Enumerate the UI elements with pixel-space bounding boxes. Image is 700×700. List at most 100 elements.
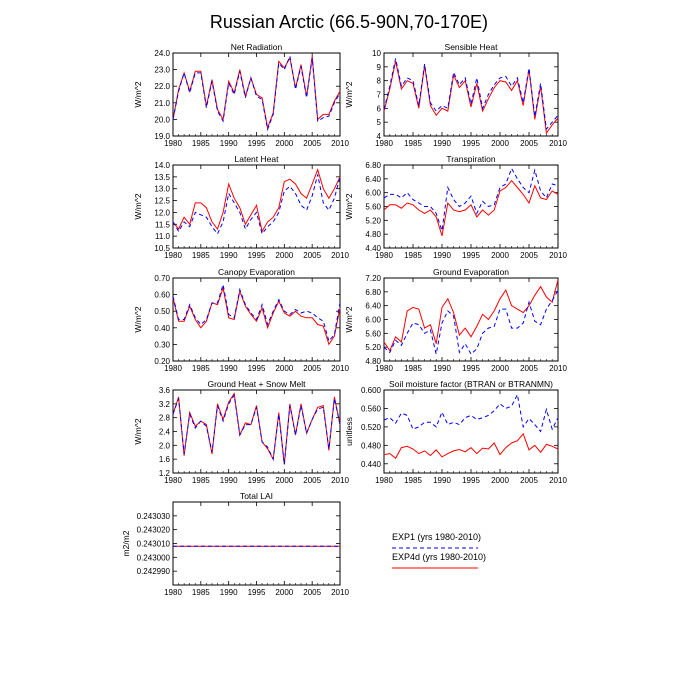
y-tick-label: 4.80 bbox=[365, 357, 381, 366]
y-tick-label: 0.50 bbox=[154, 307, 170, 316]
y-tick-label: 11.0 bbox=[155, 232, 171, 241]
panel-2: Sensible Heat W/m^2 4 5 6 7 8 9 10 1980 1985 1990 19… bbox=[344, 42, 567, 148]
y-tick-label: 3.6 bbox=[159, 386, 171, 395]
x-tick-label: 1990 bbox=[220, 588, 238, 597]
y-tick-label: 0.440 bbox=[361, 460, 382, 469]
x-tick-label: 1985 bbox=[404, 476, 422, 485]
y-tick-label: 0.242990 bbox=[137, 567, 171, 576]
series-line-exp1 bbox=[172, 284, 341, 343]
x-tick-label: 1985 bbox=[192, 364, 210, 373]
x-tick-label: 1995 bbox=[462, 476, 480, 485]
y-axis-label: m2/m2 bbox=[121, 530, 131, 556]
series-line-exp1 bbox=[172, 54, 341, 132]
y-tick-label: 7 bbox=[377, 91, 382, 100]
x-tick-label: 1980 bbox=[375, 251, 393, 260]
y-tick-label: 9 bbox=[377, 63, 382, 72]
series-line-exp1 bbox=[383, 289, 559, 355]
y-tick-label: 0.30 bbox=[154, 340, 170, 349]
x-tick-label: 2000 bbox=[275, 139, 293, 148]
y-tick-label: 20.0 bbox=[154, 115, 170, 124]
y-tick-label: 7.20 bbox=[365, 274, 381, 283]
figure-title: Russian Arctic (66.5-90N,70-170E) bbox=[210, 12, 488, 32]
y-tick-label: 3.2 bbox=[159, 400, 171, 409]
y-tick-label: 6.80 bbox=[365, 288, 381, 297]
x-tick-label: 1985 bbox=[404, 364, 422, 373]
y-tick-label: 4.40 bbox=[365, 244, 381, 253]
x-tick-label: 2005 bbox=[520, 251, 538, 260]
x-tick-label: 2000 bbox=[275, 251, 293, 260]
y-tick-label: 0.70 bbox=[154, 274, 170, 283]
y-tick-label: 0.40 bbox=[154, 324, 170, 333]
x-tick-label: 1980 bbox=[164, 476, 182, 485]
x-tick-label: 1990 bbox=[433, 251, 451, 260]
legend-label-exp4d: EXP4d (yrs 1980-2010) bbox=[392, 552, 486, 562]
series-line-exp1 bbox=[172, 174, 341, 235]
panel-title: Sensible Heat bbox=[445, 42, 499, 52]
x-tick-label: 2005 bbox=[303, 476, 321, 485]
x-tick-label: 1980 bbox=[164, 139, 182, 148]
x-tick-label: 2000 bbox=[491, 364, 509, 373]
series-line-exp4d bbox=[383, 279, 559, 352]
panel-7: Ground Heat + Snow Melt W/m^2 1.2 1.6 2.0 2.4… bbox=[133, 379, 349, 485]
y-tick-label: 14.0 bbox=[154, 161, 170, 170]
series-line-exp4d bbox=[383, 61, 559, 135]
y-axis-label: W/m^2 bbox=[344, 81, 354, 107]
y-tick-label: 6 bbox=[377, 104, 382, 113]
y-tick-label: 12.0 bbox=[154, 208, 170, 217]
y-tick-label: 10 bbox=[372, 49, 381, 58]
y-tick-label: 0.243020 bbox=[137, 526, 171, 535]
series-line-exp4d bbox=[172, 392, 341, 465]
series-line-exp4d bbox=[383, 179, 559, 237]
y-tick-label: 6.40 bbox=[365, 175, 381, 184]
x-tick-label: 2010 bbox=[549, 139, 567, 148]
x-tick-label: 1985 bbox=[192, 476, 210, 485]
x-tick-label: 1990 bbox=[433, 139, 451, 148]
y-axis-label: unitless bbox=[344, 417, 354, 446]
y-tick-label: 11.5 bbox=[155, 220, 171, 229]
panel-8: Soil moisture factor (BTRAN or BTRANMN) u… bbox=[344, 379, 567, 485]
x-tick-label: 1990 bbox=[220, 364, 238, 373]
panel-title: Net Radiation bbox=[231, 42, 283, 52]
y-tick-label: 24.0 bbox=[154, 49, 170, 58]
panel-3: Latent Heat W/m^2 10.5 11.0 11.5 12.0 12.5 13.0… bbox=[133, 154, 349, 260]
y-tick-label: 1.6 bbox=[159, 455, 171, 464]
y-tick-label: 12.5 bbox=[154, 197, 170, 206]
y-tick-label: 6.00 bbox=[365, 316, 381, 325]
y-tick-label: 5.60 bbox=[365, 203, 381, 212]
y-tick-label: 4.80 bbox=[365, 230, 381, 239]
y-axis-label: W/m^2 bbox=[133, 418, 143, 444]
plot-frame bbox=[383, 389, 559, 474]
x-tick-label: 2000 bbox=[491, 139, 509, 148]
x-tick-label: 2000 bbox=[491, 476, 509, 485]
x-tick-label: 1995 bbox=[248, 364, 266, 373]
y-axis-label: W/m^2 bbox=[133, 306, 143, 332]
y-tick-label: 2.8 bbox=[159, 414, 171, 423]
y-tick-label: 5.20 bbox=[365, 343, 381, 352]
plot-frame bbox=[172, 501, 341, 586]
x-tick-label: 1995 bbox=[462, 364, 480, 373]
y-tick-label: 5.60 bbox=[365, 329, 381, 338]
y-tick-label: 2.4 bbox=[159, 428, 171, 437]
series-line-exp1 bbox=[172, 393, 341, 465]
legend-label-exp1: EXP1 (yrs 1980-2010) bbox=[392, 532, 481, 542]
series-line-exp4d bbox=[172, 168, 341, 233]
x-tick-label: 2000 bbox=[491, 251, 509, 260]
y-tick-label: 2.0 bbox=[159, 441, 171, 450]
x-tick-label: 1990 bbox=[433, 476, 451, 485]
panels-group: Net Radiation W/m^2 19.0 20.0 21.0 22.0 23.0 24… bbox=[121, 42, 567, 597]
y-tick-label: 22.0 bbox=[154, 82, 170, 91]
x-tick-label: 1995 bbox=[248, 139, 266, 148]
x-tick-label: 1985 bbox=[192, 251, 210, 260]
panel-title: Ground Heat + Snow Melt bbox=[207, 379, 306, 389]
panel-title: Canopy Evaporation bbox=[218, 267, 295, 277]
y-tick-label: 13.5 bbox=[154, 173, 170, 182]
x-tick-label: 1980 bbox=[375, 476, 393, 485]
series-line-exp4d bbox=[172, 286, 341, 346]
y-tick-label: 1.2 bbox=[159, 469, 171, 478]
y-axis-label: W/m^2 bbox=[344, 193, 354, 219]
x-tick-label: 2010 bbox=[331, 139, 349, 148]
x-tick-label: 2010 bbox=[331, 588, 349, 597]
panel-title: Soil moisture factor (BTRAN or BTRANMN) bbox=[389, 379, 553, 389]
panel-title: Latent Heat bbox=[235, 154, 280, 164]
